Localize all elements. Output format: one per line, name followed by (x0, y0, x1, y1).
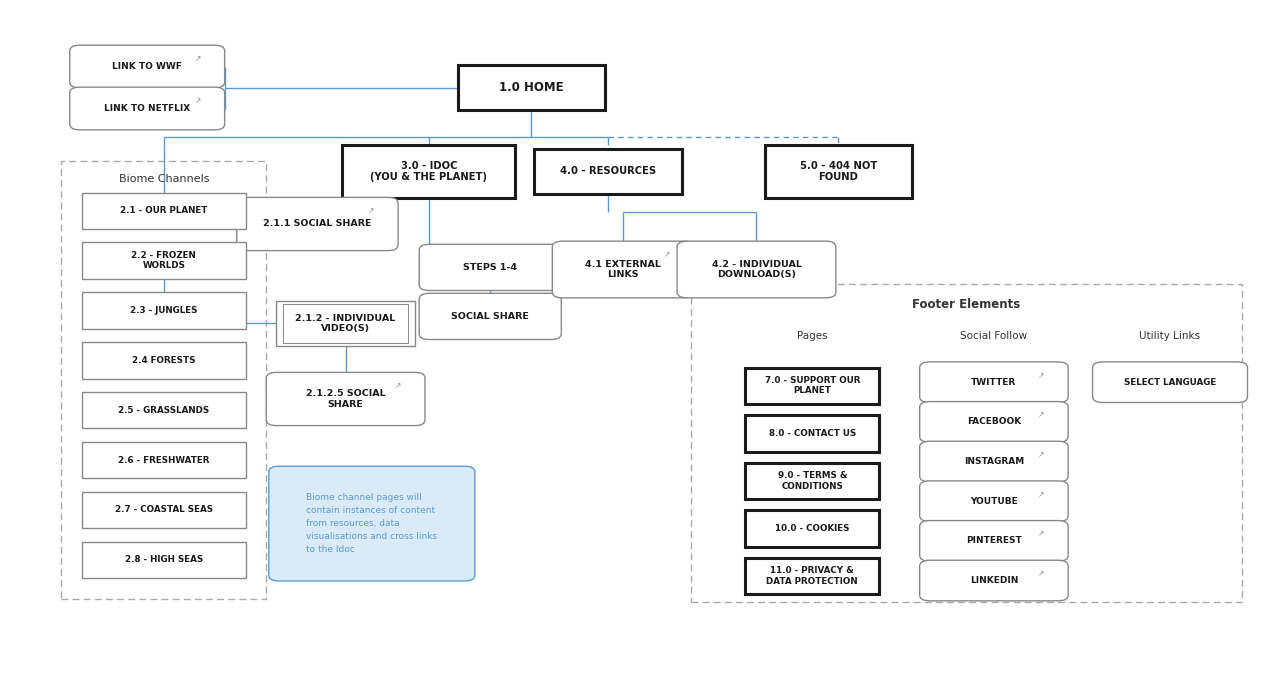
Text: 4.2 - INDIVIDUAL
DOWNLOAD(S): 4.2 - INDIVIDUAL DOWNLOAD(S) (712, 260, 801, 279)
FancyBboxPatch shape (535, 148, 681, 194)
FancyBboxPatch shape (920, 481, 1069, 522)
FancyBboxPatch shape (82, 542, 246, 578)
Text: ↗: ↗ (195, 54, 201, 63)
FancyBboxPatch shape (420, 244, 561, 290)
Text: ↗: ↗ (1038, 569, 1044, 578)
FancyBboxPatch shape (82, 342, 246, 379)
Text: Biome Channels: Biome Channels (119, 174, 209, 183)
Text: SOCIAL SHARE: SOCIAL SHARE (452, 312, 529, 321)
FancyBboxPatch shape (691, 284, 1242, 602)
FancyBboxPatch shape (70, 88, 225, 130)
Text: ↗: ↗ (1038, 490, 1044, 498)
Text: LINKEDIN: LINKEDIN (970, 576, 1018, 585)
FancyBboxPatch shape (745, 558, 879, 594)
FancyBboxPatch shape (266, 372, 425, 426)
Text: Pages: Pages (797, 331, 828, 341)
Text: 2.2 - FROZEN
WORLDS: 2.2 - FROZEN WORLDS (132, 251, 196, 270)
FancyBboxPatch shape (237, 197, 398, 251)
Text: ↗: ↗ (396, 382, 401, 390)
FancyBboxPatch shape (82, 293, 246, 329)
FancyBboxPatch shape (920, 560, 1069, 601)
Text: 10.0 - COOKIES: 10.0 - COOKIES (774, 524, 850, 533)
Text: FACEBOOK: FACEBOOK (966, 417, 1021, 426)
FancyBboxPatch shape (61, 161, 266, 598)
FancyBboxPatch shape (343, 146, 516, 197)
FancyBboxPatch shape (745, 368, 879, 404)
Text: 2.1.2.5 SOCIAL
SHARE: 2.1.2.5 SOCIAL SHARE (306, 389, 385, 409)
FancyBboxPatch shape (420, 293, 561, 340)
FancyBboxPatch shape (677, 241, 836, 298)
FancyBboxPatch shape (765, 146, 911, 197)
FancyBboxPatch shape (283, 304, 408, 342)
Text: INSTAGRAM: INSTAGRAM (964, 457, 1024, 466)
Text: ↗: ↗ (1038, 529, 1044, 538)
Text: 2.1 - OUR PLANET: 2.1 - OUR PLANET (120, 206, 207, 215)
Text: ↗: ↗ (1038, 450, 1044, 459)
FancyBboxPatch shape (920, 402, 1069, 442)
Text: Social Follow: Social Follow (960, 331, 1028, 341)
FancyBboxPatch shape (745, 510, 879, 547)
Text: PINTEREST: PINTEREST (966, 536, 1021, 545)
Text: 2.4 FORESTS: 2.4 FORESTS (132, 356, 196, 365)
FancyBboxPatch shape (276, 301, 415, 346)
Text: YOUTUBE: YOUTUBE (970, 497, 1018, 505)
Text: 9.0 - TERMS &
CONDITIONS: 9.0 - TERMS & CONDITIONS (777, 471, 847, 491)
Text: 2.1.1 SOCIAL SHARE: 2.1.1 SOCIAL SHARE (264, 220, 371, 228)
Text: 2.1.2 - INDIVIDUAL
VIDEO(S): 2.1.2 - INDIVIDUAL VIDEO(S) (296, 314, 396, 333)
FancyBboxPatch shape (269, 466, 475, 581)
Text: STEPS 1-4: STEPS 1-4 (463, 263, 517, 272)
Text: 8.0 - CONTACT US: 8.0 - CONTACT US (769, 429, 856, 438)
Text: 3.0 - IDOC
(YOU & THE PLANET): 3.0 - IDOC (YOU & THE PLANET) (370, 161, 488, 182)
FancyBboxPatch shape (745, 415, 879, 452)
Text: 2.3 - JUNGLES: 2.3 - JUNGLES (131, 306, 197, 315)
FancyBboxPatch shape (82, 242, 246, 279)
FancyBboxPatch shape (82, 392, 246, 428)
Text: 2.7 - COASTAL SEAS: 2.7 - COASTAL SEAS (115, 505, 212, 514)
Text: 7.0 - SUPPORT OUR
PLANET: 7.0 - SUPPORT OUR PLANET (764, 376, 860, 396)
FancyBboxPatch shape (82, 193, 246, 229)
FancyBboxPatch shape (458, 65, 604, 110)
Text: SELECT LANGUAGE: SELECT LANGUAGE (1124, 378, 1216, 386)
FancyBboxPatch shape (82, 491, 246, 528)
Text: Utility Links: Utility Links (1139, 331, 1201, 341)
Text: 1.0 HOME: 1.0 HOME (499, 81, 563, 94)
Text: 2.6 - FRESHWATER: 2.6 - FRESHWATER (118, 456, 210, 465)
Text: 11.0 - PRIVACY &
DATA PROTECTION: 11.0 - PRIVACY & DATA PROTECTION (767, 566, 858, 586)
FancyBboxPatch shape (920, 441, 1069, 482)
Text: 2.5 - GRASSLANDS: 2.5 - GRASSLANDS (118, 406, 210, 414)
Text: ↗: ↗ (1038, 371, 1044, 379)
Text: 4.1 EXTERNAL
LINKS: 4.1 EXTERNAL LINKS (585, 260, 662, 279)
Text: Biome channel pages will
contain instances of content
from resources, data
visua: Biome channel pages will contain instanc… (306, 493, 438, 554)
Text: ↗: ↗ (1038, 410, 1044, 419)
FancyBboxPatch shape (745, 463, 879, 499)
Text: 5.0 - 404 NOT
FOUND: 5.0 - 404 NOT FOUND (800, 161, 877, 182)
Text: 2.8 - HIGH SEAS: 2.8 - HIGH SEAS (124, 555, 204, 564)
Text: 4.0 - RESOURCES: 4.0 - RESOURCES (559, 167, 657, 176)
FancyBboxPatch shape (82, 442, 246, 478)
Text: ↗: ↗ (369, 206, 374, 215)
FancyBboxPatch shape (920, 521, 1069, 561)
FancyBboxPatch shape (1093, 362, 1248, 402)
Text: TWITTER: TWITTER (972, 378, 1016, 386)
FancyBboxPatch shape (920, 362, 1069, 402)
FancyBboxPatch shape (553, 241, 694, 298)
Text: LINK TO WWF: LINK TO WWF (113, 62, 182, 71)
Text: ↗: ↗ (664, 250, 671, 259)
Text: ↗: ↗ (195, 96, 201, 105)
Text: Footer Elements: Footer Elements (913, 298, 1020, 311)
FancyBboxPatch shape (70, 45, 225, 88)
Text: LINK TO NETFLIX: LINK TO NETFLIX (104, 104, 191, 113)
